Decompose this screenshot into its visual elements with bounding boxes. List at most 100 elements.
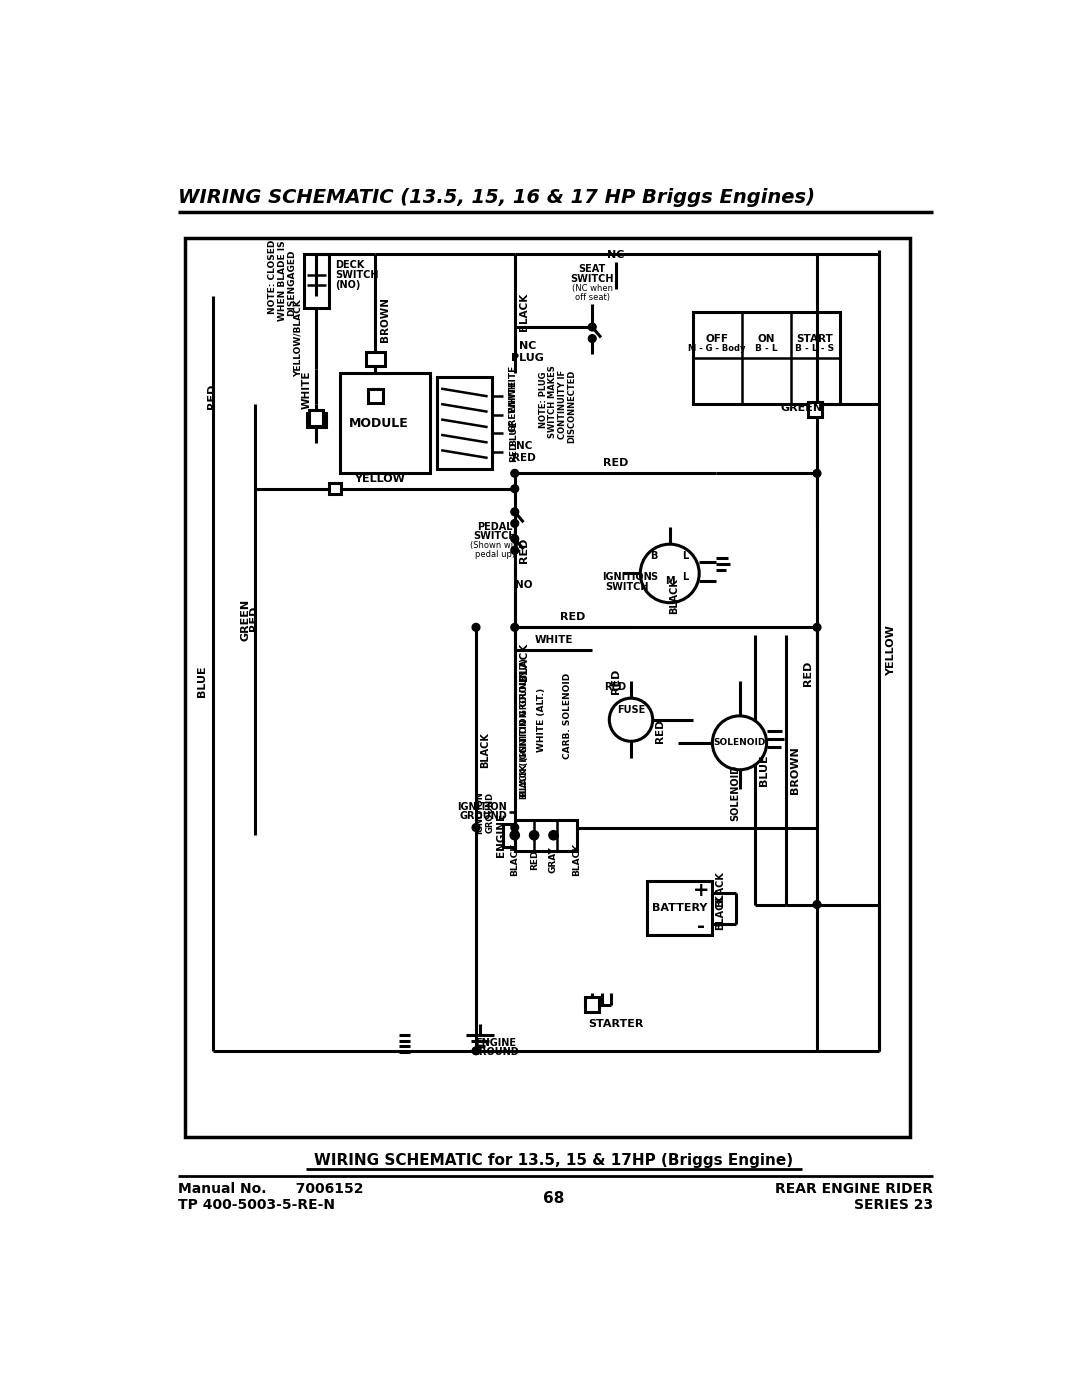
Text: DECK: DECK <box>335 260 364 271</box>
Text: 68: 68 <box>543 1192 564 1206</box>
Text: BLACK: BLACK <box>519 643 529 682</box>
Text: RED: RED <box>603 458 629 468</box>
Text: BLUE: BLUE <box>759 754 769 785</box>
Text: WHITE: WHITE <box>535 636 572 645</box>
Circle shape <box>813 623 821 631</box>
Text: NOTE: PLUG: NOTE: PLUG <box>539 372 548 429</box>
Text: pedal up): pedal up) <box>475 550 515 559</box>
Text: PLUG: PLUG <box>512 353 544 363</box>
Text: IGNITION: IGNITION <box>603 573 652 583</box>
Circle shape <box>640 545 699 602</box>
Circle shape <box>589 323 596 331</box>
Text: RED: RED <box>656 719 665 743</box>
Bar <box>515 820 577 851</box>
Text: RED: RED <box>512 453 536 462</box>
Text: NC: NC <box>607 250 624 260</box>
Text: B: B <box>650 552 658 562</box>
Bar <box>328 483 341 495</box>
Circle shape <box>510 831 519 840</box>
Text: DISCONNECTED: DISCONNECTED <box>567 370 576 443</box>
Text: L: L <box>683 552 688 562</box>
Text: GREEN: GREEN <box>781 402 823 414</box>
Circle shape <box>813 901 821 908</box>
Text: BLACK: BLACK <box>715 872 725 907</box>
Text: WIRING SCHEMATIC (13.5, 15, 16 & 17 HP Briggs Engines): WIRING SCHEMATIC (13.5, 15, 16 & 17 HP B… <box>177 189 814 207</box>
Text: BLACK: BLACK <box>510 844 519 876</box>
Bar <box>367 390 383 404</box>
Text: REAR ENGINE RIDER: REAR ENGINE RIDER <box>775 1182 933 1196</box>
Bar <box>309 411 323 426</box>
Circle shape <box>813 469 821 478</box>
Text: BROWN: BROWN <box>380 296 390 342</box>
Text: RED: RED <box>561 612 585 622</box>
Text: GROUND: GROUND <box>472 1048 519 1058</box>
Text: ON: ON <box>757 334 774 344</box>
Text: RED: RED <box>509 441 517 462</box>
Text: NC: NC <box>519 341 537 351</box>
Circle shape <box>549 831 558 840</box>
Circle shape <box>511 485 518 493</box>
Text: START: START <box>796 334 833 344</box>
Text: BLUE: BLUE <box>198 665 207 697</box>
Bar <box>585 997 599 1013</box>
Circle shape <box>472 1046 480 1055</box>
Circle shape <box>511 469 518 478</box>
Text: IGNITION: IGNITION <box>457 802 507 812</box>
Text: RED: RED <box>207 384 217 409</box>
Text: RED: RED <box>802 661 813 686</box>
Text: L: L <box>683 573 688 583</box>
Text: ENGINE: ENGINE <box>496 813 505 858</box>
Text: B - L: B - L <box>755 344 778 353</box>
Text: BLACK: BLACK <box>572 844 581 876</box>
Text: GREEN: GREEN <box>509 398 517 432</box>
Circle shape <box>511 546 518 555</box>
Bar <box>366 352 384 366</box>
Text: SWITCH: SWITCH <box>570 274 615 285</box>
Text: TP 400-5003-5-RE-N: TP 400-5003-5-RE-N <box>177 1197 335 1211</box>
Text: CARB. SOLENOID: CARB. SOLENOID <box>563 673 572 759</box>
Text: RED: RED <box>605 682 626 693</box>
Text: BLACK: BLACK <box>519 292 529 331</box>
Text: B - L - S: B - L - S <box>795 344 834 353</box>
Text: YELLOW/BLACK: YELLOW/BLACK <box>294 300 302 377</box>
Text: WIRING SCHEMATIC for 13.5, 15 & 17HP (Briggs Engine): WIRING SCHEMATIC for 13.5, 15 & 17HP (Br… <box>314 1153 793 1168</box>
Text: SOLENOID: SOLENOID <box>713 739 766 747</box>
Text: GREEN: GREEN <box>240 598 251 641</box>
Circle shape <box>589 335 596 342</box>
Circle shape <box>472 824 480 831</box>
Text: BLACK (IGNITION GROUND): BLACK (IGNITION GROUND) <box>519 658 528 796</box>
Bar <box>340 373 430 474</box>
Text: -: - <box>697 916 705 936</box>
Text: RED: RED <box>519 538 529 563</box>
Circle shape <box>529 831 539 840</box>
Text: YELLOW: YELLOW <box>353 474 405 483</box>
Text: BLACK: BLACK <box>669 578 678 615</box>
Bar <box>437 377 491 469</box>
Text: OFF: OFF <box>705 334 729 344</box>
Text: RED: RED <box>248 605 258 631</box>
Text: +: + <box>692 882 708 900</box>
Text: PEDAL: PEDAL <box>477 522 513 532</box>
Text: BLACK: BLACK <box>715 894 725 930</box>
Text: RED: RED <box>529 849 539 870</box>
Text: BATTERY: BATTERY <box>651 904 707 914</box>
Text: SERIES 23: SERIES 23 <box>854 1197 933 1211</box>
Circle shape <box>472 623 480 631</box>
Circle shape <box>609 698 652 742</box>
Text: IGNITION
GROUND: IGNITION GROUND <box>475 791 495 834</box>
Text: ENGINE: ENGINE <box>475 1038 516 1048</box>
Circle shape <box>511 535 518 542</box>
Text: WHITE: WHITE <box>509 365 517 398</box>
Text: CONTINUITY IF: CONTINUITY IF <box>557 369 567 439</box>
Bar <box>186 239 910 1137</box>
Text: BLACK: BLACK <box>481 732 490 768</box>
Text: NOTE: CLOSED: NOTE: CLOSED <box>269 240 278 314</box>
Bar <box>303 254 328 307</box>
Text: SOLENOID: SOLENOID <box>731 764 741 821</box>
Text: M: M <box>665 576 675 587</box>
Text: WHITE (ALT.): WHITE (ALT.) <box>538 687 546 752</box>
Text: FUSE: FUSE <box>617 705 645 715</box>
Bar <box>503 824 515 847</box>
Bar <box>808 402 822 418</box>
Text: STARTER: STARTER <box>588 1018 644 1028</box>
